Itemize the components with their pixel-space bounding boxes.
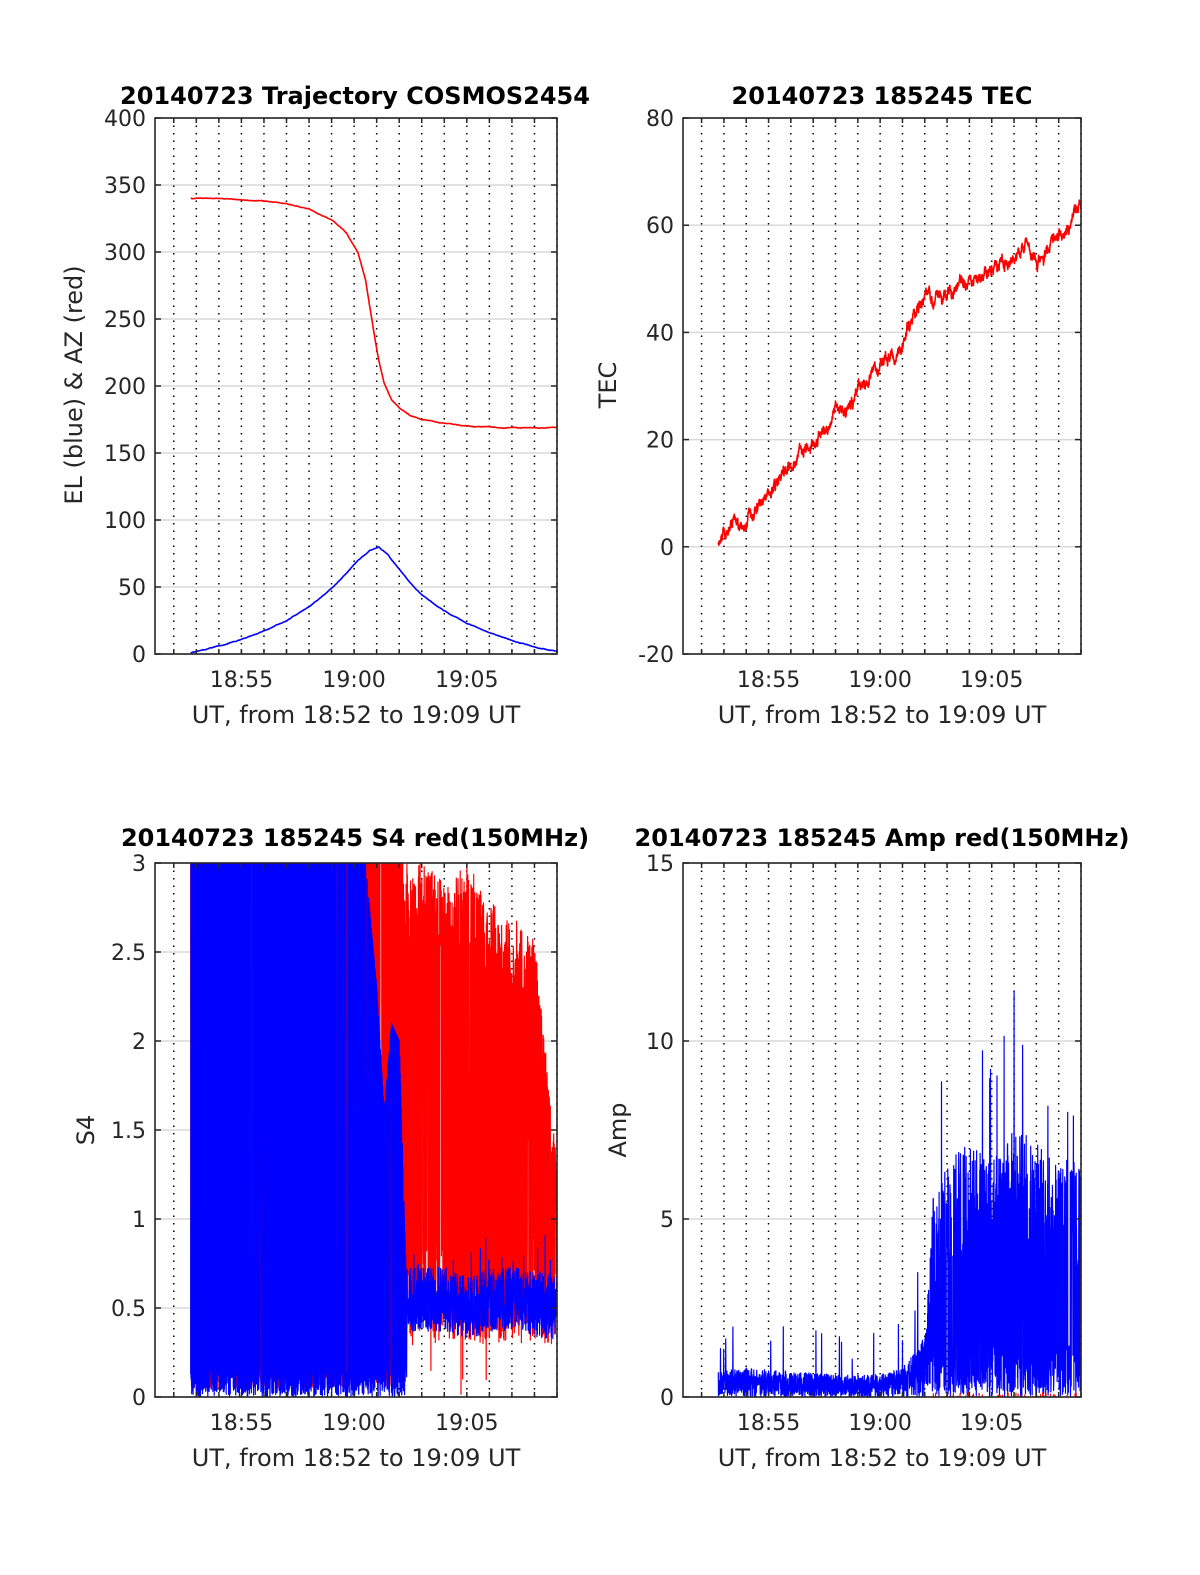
x-tick-label: 18:55 (210, 1411, 273, 1436)
y-tick-label: 0 (132, 1386, 146, 1411)
axes-box (682, 862, 1082, 1398)
y-tick-label: 15 (646, 852, 674, 877)
series-line-blue (717, 990, 1081, 1397)
y-tick-label: 250 (104, 308, 146, 333)
y-tick-label: 0 (660, 1386, 674, 1411)
y-tick-label: 100 (104, 509, 146, 534)
y-tick-label: 50 (118, 576, 146, 601)
x-axis-label: UT, from 18:52 to 19:09 UT (192, 701, 521, 729)
x-tick-label: 19:05 (960, 668, 1023, 693)
data-layer (717, 199, 1081, 546)
chart-title: 20140723 Trajectory COSMOS2454 (120, 82, 590, 110)
chart-title: 20140723 185245 Amp red(150MHz) (635, 824, 1130, 852)
chart-amp: 0 5 10 15 18:55 19:00 19:05 UT, from 18:52 to 1… (604, 824, 1129, 1472)
chart-trajectory: 0 50 100 150 200 250 300 350 400 18:55 19:00 19:05 U… (60, 82, 590, 729)
x-tick-label: 19:05 (960, 1411, 1023, 1436)
chart-title: 20140723 185245 S4 red(150MHz) (121, 824, 589, 852)
y-axis-label: S4 (72, 1115, 100, 1146)
y-tick-label: -20 (638, 643, 674, 668)
y-tick-label: 5 (660, 1208, 674, 1233)
chart-s4: 0 0.5 1 1.5 2 2.5 3 18:55 19:00 19:05 UT, from 18:… (72, 824, 589, 1472)
x-tick-label: 19:00 (848, 668, 911, 693)
x-tick-label: 19:05 (435, 668, 498, 693)
y-axis-label: EL (blue) & AZ (red) (60, 265, 88, 504)
chart-tec: -20 0 20 40 60 80 18:55 19:00 19:05 UT, from 18:5… (594, 82, 1082, 729)
data-layer (190, 863, 557, 1397)
y-tick-label: 40 (646, 321, 674, 346)
x-tick-label: 18:55 (737, 1411, 800, 1436)
x-tick-label: 18:55 (210, 668, 273, 693)
x-axis-label: UT, from 18:52 to 19:09 UT (192, 1444, 521, 1472)
x-tick-label: 19:00 (848, 1411, 911, 1436)
series-line-red (190, 197, 557, 430)
y-tick-label: 3 (132, 852, 146, 877)
x-tick-label: 19:05 (435, 1411, 498, 1436)
y-axis-label: TEC (594, 362, 622, 410)
y-tick-label: 2 (132, 1030, 146, 1055)
data-layer (190, 197, 557, 654)
x-tick-label: 19:00 (322, 1411, 385, 1436)
y-tick-label: 350 (104, 174, 146, 199)
chart-title: 20140723 185245 TEC (732, 82, 1033, 110)
plot-area (683, 118, 1081, 654)
series-line-blue (190, 863, 557, 1397)
y-tick-label: 300 (104, 241, 146, 266)
y-tick-label: 200 (104, 375, 146, 400)
y-tick-label: 400 (104, 107, 146, 132)
y-tick-label: 0 (660, 536, 674, 561)
x-axis-label: UT, from 18:52 to 19:09 UT (718, 1444, 1047, 1472)
y-axis-label: Amp (604, 1102, 632, 1157)
axes-box (682, 117, 1082, 655)
y-tick-label: 80 (646, 107, 674, 132)
y-tick-label: 2.5 (111, 941, 146, 966)
y-tick-label: 1 (132, 1208, 146, 1233)
x-tick-label: 18:55 (737, 668, 800, 693)
y-tick-label: 150 (104, 442, 146, 467)
y-tick-label: 20 (646, 429, 674, 454)
y-tick-label: 1.5 (111, 1119, 146, 1144)
x-axis-label: UT, from 18:52 to 19:09 UT (718, 701, 1047, 729)
x-tick-label: 19:00 (322, 668, 385, 693)
y-tick-label: 0.5 (111, 1297, 146, 1322)
series-line-blue (190, 546, 557, 654)
y-tick-label: 10 (646, 1030, 674, 1055)
y-tick-label: 0 (132, 643, 146, 668)
y-tick-label: 60 (646, 214, 674, 239)
series-line-red (717, 199, 1081, 546)
